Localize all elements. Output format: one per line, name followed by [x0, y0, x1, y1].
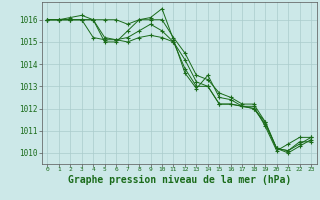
X-axis label: Graphe pression niveau de la mer (hPa): Graphe pression niveau de la mer (hPa) — [68, 175, 291, 185]
